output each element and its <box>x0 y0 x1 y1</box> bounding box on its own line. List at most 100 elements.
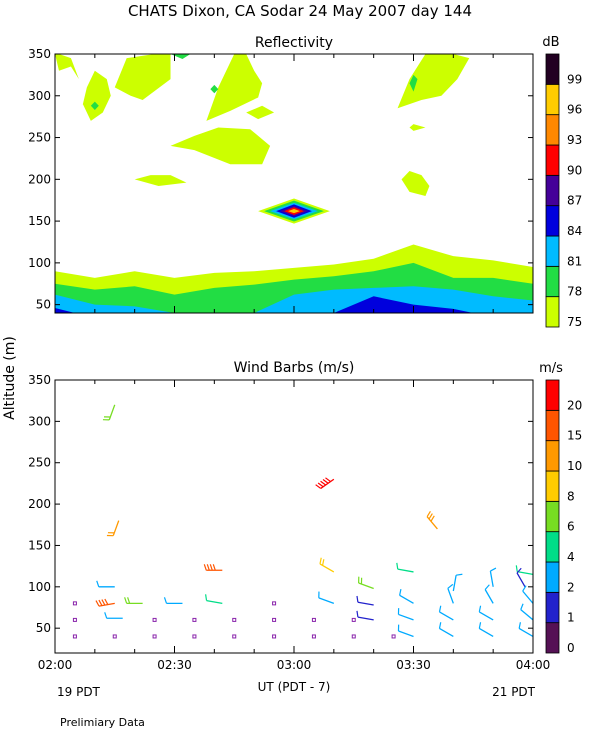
calm-point-16 <box>351 634 356 639</box>
colorbar-swatch-75 <box>545 296 560 328</box>
y-tick-label-150: 150 <box>28 538 51 552</box>
reflectivity-patch-78db <box>210 84 219 94</box>
wind-barbs-plot-area <box>55 380 533 653</box>
wind-barb-13 <box>95 598 115 607</box>
calm-point-8 <box>232 617 237 622</box>
x-tick-label-3: 03:30 <box>396 658 431 672</box>
reflectivity-colorbar-units: dB <box>542 35 559 50</box>
colorbar-swatch-6 <box>545 500 560 533</box>
x-tick-label-4: 04:00 <box>516 658 551 672</box>
colorbar-label-0: 0 <box>567 641 575 655</box>
reflectivity-patch-75db <box>82 70 111 121</box>
colorbar-label-84: 84 <box>567 224 582 238</box>
figure-title: CHATS Dixon, CA Sodar 24 May 2007 day 14… <box>128 2 472 20</box>
wind-barb-4 <box>203 564 223 571</box>
wind-barb-6 <box>358 576 374 590</box>
colorbar-swatch-0 <box>545 622 560 654</box>
wind-barb-5 <box>319 557 335 573</box>
colorbar-label-78: 78 <box>567 285 582 299</box>
wind-barb-22 <box>522 585 533 604</box>
calm-point-6 <box>192 617 197 622</box>
calm-point-11 <box>272 617 277 622</box>
y-tick-label-50: 50 <box>36 298 51 312</box>
colorbar-label-15: 15 <box>567 429 582 443</box>
colorbar-swatch-78 <box>545 265 560 298</box>
colorbar-swatch-10 <box>545 440 560 472</box>
colorbar-swatch-15 <box>545 409 560 442</box>
calm-point-3 <box>112 634 117 639</box>
wind-colorbar-units: m/s <box>539 361 563 376</box>
colorbar-swatch-2 <box>545 561 560 593</box>
y-tick-label-200: 200 <box>28 497 51 511</box>
colorbar-swatch-93 <box>545 114 560 146</box>
wind-barb-16 <box>205 594 223 605</box>
calm-point-13 <box>311 617 316 622</box>
colorbar-label-93: 93 <box>567 133 582 147</box>
colorbar-swatch-20 <box>545 379 560 411</box>
calm-point-17 <box>391 634 396 639</box>
calm-point-12 <box>272 634 277 639</box>
altitude-axis-label: Altitude (m) <box>2 336 18 420</box>
colorbar-swatch-96 <box>545 83 560 116</box>
colorbar-label-99: 99 <box>567 72 582 86</box>
colorbar-label-96: 96 <box>567 103 582 117</box>
calm-point-4 <box>152 617 157 622</box>
reflectivity-patch-78db <box>409 74 418 92</box>
wind-barb-0 <box>102 404 116 421</box>
wind-barb-10 <box>515 565 533 576</box>
wind-barbs-title: Wind Barbs (m/s) <box>234 360 355 376</box>
colorbar-swatch-4 <box>545 531 560 563</box>
reflectivity-y-axis: 50 100 150 200 250 300 350 <box>28 47 533 312</box>
colorbar-label-1: 1 <box>567 611 575 625</box>
colorbar-label-6: 6 <box>567 520 575 534</box>
colorbar-swatch-87 <box>545 174 560 207</box>
wind-barb-19 <box>399 589 414 604</box>
preliminary-note: Prelimiary Data <box>60 716 145 729</box>
x-tick-label-2: 03:00 <box>277 658 312 672</box>
wind-barb-18 <box>356 595 374 606</box>
calm-point-1 <box>72 617 77 622</box>
wind-barb-2 <box>315 477 335 489</box>
wind-barb-8 <box>452 573 463 592</box>
reflectivity-patch-75db <box>134 175 187 187</box>
reflectivity-peak-96db <box>288 208 300 214</box>
wind-barb-23 <box>104 612 123 619</box>
colorbar-label-20: 20 <box>567 398 582 412</box>
wind-barb-32 <box>518 622 533 638</box>
reflectivity-patch-75db <box>55 54 79 80</box>
colorbar-label-90: 90 <box>567 163 582 177</box>
reflectivity-colorbar: 75 78 81 84 87 90 93 96 99 <box>545 53 582 329</box>
y-tick-label-350: 350 <box>28 373 51 387</box>
wind-barbs-y-axis: 50 100 150 200 250 300 350 <box>28 373 533 635</box>
wind-barb-26 <box>438 605 454 621</box>
y-tick-label-300: 300 <box>28 414 51 428</box>
calm-point-7 <box>192 634 197 639</box>
reflectivity-title: Reflectivity <box>255 35 333 51</box>
wind-barb-29 <box>397 624 414 638</box>
wind-barbs-marks <box>72 404 533 639</box>
calm-point-0 <box>72 601 77 606</box>
colorbar-swatch-1 <box>545 591 560 624</box>
reflectivity-patch-78db <box>90 101 99 110</box>
wind-barb-30 <box>438 622 454 638</box>
y-tick-label-200: 200 <box>28 172 51 186</box>
reflectivity-patch-75db <box>409 124 426 131</box>
x-tick-label-1: 02:30 <box>157 658 192 672</box>
y-tick-label-250: 250 <box>28 131 51 145</box>
colorbar-swatch-81 <box>545 235 560 267</box>
wind-barb-12 <box>96 580 115 588</box>
x-axis-left-note: 19 PDT <box>57 685 101 699</box>
colorbar-label-81: 81 <box>567 254 582 268</box>
x-axis-label: UT (PDT - 7) <box>258 680 331 694</box>
reflectivity-patch-75db <box>170 127 271 165</box>
reflectivity-contours <box>55 54 533 313</box>
colorbar-label-4: 4 <box>567 550 575 564</box>
reflectivity-patch-75db <box>206 54 263 121</box>
y-tick-label-300: 300 <box>28 89 51 103</box>
wind-barb-31 <box>478 622 494 638</box>
calm-point-9 <box>232 634 237 639</box>
wind-barb-11 <box>516 567 526 588</box>
colorbar-label-8: 8 <box>567 489 575 503</box>
